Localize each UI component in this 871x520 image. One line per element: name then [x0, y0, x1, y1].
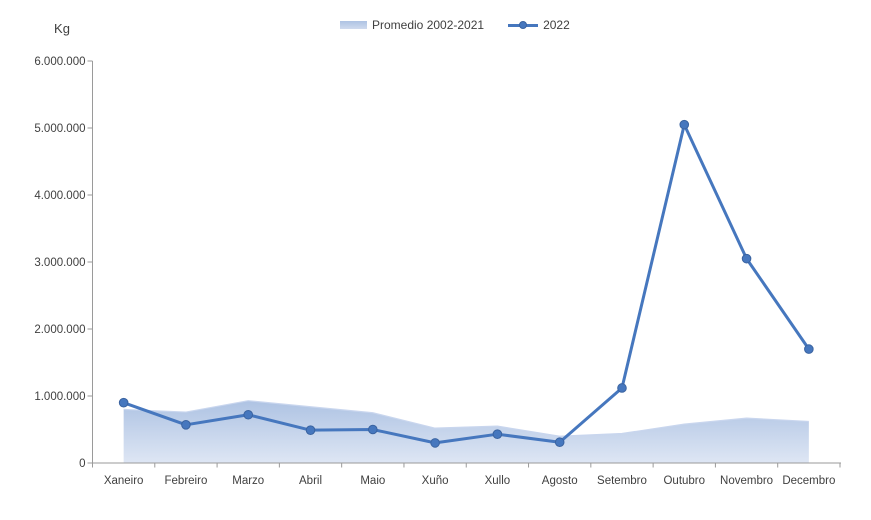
y-axis-tick-label: 2.000.000 [34, 324, 85, 336]
data-point-marker [368, 424, 378, 435]
y-axis-tick-label: 5.000.000 [34, 123, 85, 135]
x-axis-category-label: Novembro [720, 475, 773, 487]
data-point-marker [804, 344, 814, 354]
data-point-marker [554, 437, 565, 448]
x-axis-category-label: Outubro [663, 475, 705, 487]
data-point-marker [741, 253, 752, 264]
data-point-marker [430, 438, 440, 448]
x-axis-category-label: Setembro [597, 475, 647, 487]
area-series-swatch-icon [340, 21, 367, 29]
x-axis-category-label: Agosto [542, 475, 578, 487]
area-series-promedio [123, 400, 809, 463]
legend-label-2022: 2022 [543, 18, 570, 32]
line-series-swatch-icon [508, 19, 539, 31]
legend-item-promedio: Promedio 2002-2021 [340, 18, 484, 32]
legend-label-promedio: Promedio 2002-2021 [372, 18, 485, 32]
y-axis-tick-label: 3.000.000 [34, 257, 85, 269]
x-axis-category-label: Decembro [782, 475, 835, 487]
x-axis-category-label: Marzo [232, 475, 264, 487]
x-axis-category-label: Febreiro [165, 475, 208, 487]
x-axis-category-label: Maio [360, 475, 385, 487]
x-axis-category-label: Xuño [422, 475, 449, 487]
data-point-marker [492, 429, 503, 439]
data-point-marker [305, 425, 316, 435]
y-axis-tick-label: 1.000.000 [34, 391, 85, 403]
data-point-marker [118, 397, 129, 408]
x-axis-category-label: Xaneiro [104, 475, 144, 487]
y-axis-unit-label: Kg [54, 21, 70, 36]
data-point-marker [181, 420, 191, 430]
y-axis-tick-label: 6.000.000 [34, 56, 85, 68]
data-point-marker [679, 119, 690, 130]
y-axis-tick-label: 4.000.000 [34, 190, 85, 202]
x-axis-category-label: Abril [299, 475, 322, 487]
axes: 0 1.000.000 2.000.000 3.000.000 4.000.000 5.0… [34, 56, 841, 487]
y-axis-tick-label: 0 [79, 458, 85, 470]
line-series-2022 [118, 119, 814, 448]
data-point-marker [617, 383, 627, 393]
chart-legend: Promedio 2002-2021 2022 [340, 16, 570, 34]
x-axis-category-label: Xullo [485, 475, 511, 487]
data-point-marker [243, 409, 254, 420]
legend-item-2022: 2022 [508, 18, 570, 32]
